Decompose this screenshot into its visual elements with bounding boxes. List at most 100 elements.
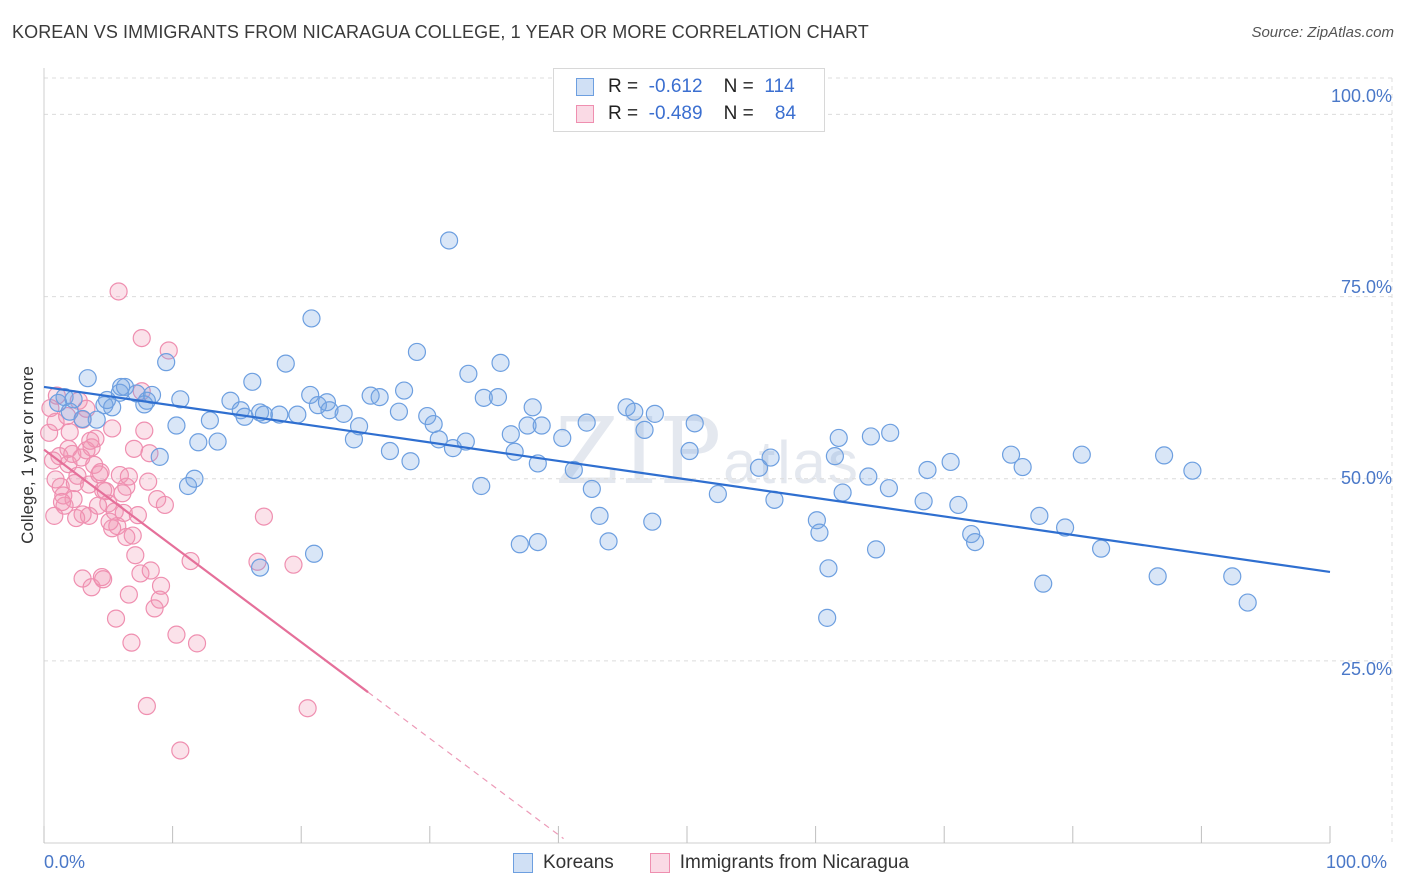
nicaragua-point: [114, 503, 133, 523]
nicaragua-point: [43, 451, 63, 470]
koreans-point: [491, 353, 510, 372]
koreans-point: [349, 417, 369, 436]
nicaragua-point: [60, 422, 79, 442]
y-tick-label-50: 50.0%: [1340, 468, 1392, 488]
legend-item-swatch-koreans: [513, 853, 533, 873]
koreans-point: [200, 411, 219, 430]
koreans-point: [439, 231, 459, 250]
nicaragua-point: [171, 741, 190, 760]
legend-row-koreans: R = -0.612 N = 114: [576, 75, 795, 99]
series-koreans-points: [49, 231, 1257, 627]
y-tick-label-75: 75.0%: [1340, 277, 1392, 297]
koreans-point: [825, 447, 844, 466]
nicaragua-point: [46, 470, 65, 489]
koreans-point: [1183, 461, 1202, 480]
legend-item-nicaragua[interactable]: Immigrants from Nicaragua: [649, 852, 909, 874]
koreans-point: [564, 460, 583, 480]
koreans-point: [859, 467, 878, 486]
nicaragua-point: [52, 492, 72, 512]
legend-r-label: R =: [608, 103, 639, 124]
trend-line-koreans: [43, 385, 1331, 574]
trend-lines: [43, 385, 1331, 840]
nicaragua-point: [72, 448, 91, 467]
koreans-point: [518, 416, 537, 435]
koreans-point: [189, 433, 208, 452]
grid-lines: [44, 77, 1393, 843]
y-tick-label-100: 100.0%: [1330, 86, 1392, 106]
legend-item-label-koreans: Koreans: [543, 852, 614, 873]
koreans-point: [645, 404, 664, 423]
nicaragua-point: [94, 570, 113, 589]
nicaragua-point: [135, 421, 154, 440]
koreans-point: [167, 416, 186, 435]
x-tick-label-0: 0.0%: [44, 852, 86, 872]
koreans-point: [361, 386, 380, 405]
nicaragua-point: [45, 506, 64, 525]
koreans-point: [250, 558, 270, 577]
legend-item-label-nicaragua: Immigrants from Nicaragua: [679, 852, 909, 873]
legend-r-value-nicaragua: -0.489: [648, 103, 703, 124]
correlation-legend: R = -0.612 N = 114 R = -0.489 N = 84: [553, 68, 825, 132]
koreans-point: [553, 428, 572, 448]
nicaragua-point: [103, 419, 122, 438]
koreans-point: [1034, 574, 1053, 593]
koreans-point: [1148, 567, 1167, 586]
koreans-point: [472, 476, 491, 496]
koreans-point: [1013, 457, 1032, 477]
nicaragua-point: [119, 467, 138, 486]
koreans-point: [270, 405, 289, 424]
koreans-point: [394, 381, 414, 400]
nicaragua-point: [187, 634, 207, 653]
series-legend: Koreans Immigrants from Nicaragua: [513, 852, 945, 874]
nicaragua-point: [67, 508, 86, 528]
nicaragua-point: [54, 486, 73, 505]
koreans-point: [833, 483, 852, 502]
koreans-point: [810, 523, 829, 542]
legend-item-koreans[interactable]: Koreans: [513, 852, 614, 874]
nicaragua-point: [110, 465, 129, 485]
koreans-point: [708, 484, 727, 504]
koreans-point: [380, 441, 400, 461]
koreans-point: [459, 364, 478, 383]
legend-n-label: N =: [723, 76, 754, 97]
koreans-point: [334, 404, 353, 423]
nicaragua-point: [128, 506, 147, 525]
nicaragua-point: [139, 472, 158, 491]
koreans-point: [685, 414, 704, 433]
axes: [43, 68, 1331, 844]
nicaragua-point: [151, 576, 171, 595]
koreans-point: [523, 398, 542, 417]
koreans-point: [501, 425, 520, 444]
koreans-point: [680, 441, 699, 461]
legend-item-swatch-nicaragua: [649, 853, 670, 873]
nicaragua-point: [155, 495, 174, 515]
koreans-point: [208, 432, 227, 451]
koreans-point: [401, 452, 420, 471]
nicaragua-point: [40, 423, 59, 442]
nicaragua-point: [124, 439, 144, 458]
nicaragua-point: [150, 590, 169, 609]
nicaragua-point: [88, 496, 108, 515]
koreans-point: [918, 460, 937, 480]
koreans-point: [301, 385, 320, 405]
nicaragua-point: [100, 512, 119, 531]
koreans-point: [1030, 506, 1049, 525]
koreans-point: [582, 479, 601, 499]
legend-r-value-koreans: -0.612: [648, 76, 703, 97]
chart-title: KOREAN VS IMMIGRANTS FROM NICARAGUA COLL…: [12, 22, 869, 42]
koreans-point: [276, 354, 295, 373]
koreans-point: [243, 372, 262, 391]
koreans-point: [829, 428, 848, 448]
koreans-point: [914, 492, 933, 511]
koreans-point: [488, 388, 508, 407]
koreans-point: [304, 544, 324, 563]
nicaragua-point: [254, 507, 274, 526]
nicaragua-point: [117, 527, 136, 547]
nicaragua-point: [167, 625, 186, 644]
koreans-point: [474, 388, 493, 407]
nicaragua-point: [91, 463, 110, 482]
koreans-point: [87, 410, 106, 429]
koreans-point: [370, 388, 389, 407]
koreans-point: [635, 420, 654, 439]
nicaragua-point: [81, 431, 100, 450]
